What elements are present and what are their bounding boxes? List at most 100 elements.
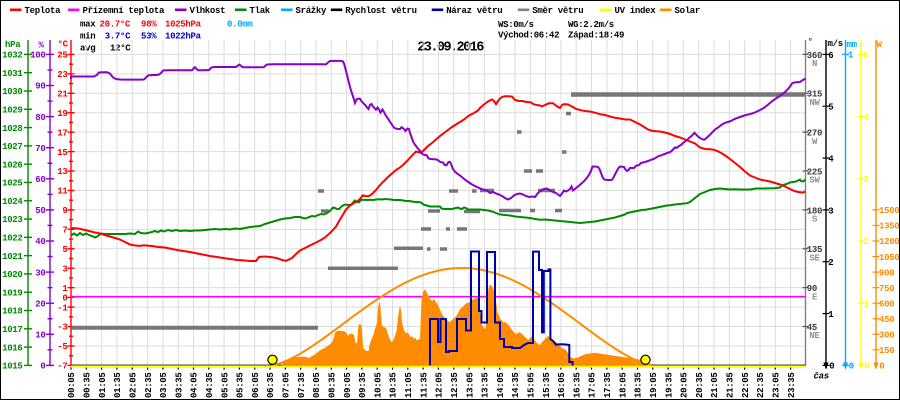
svg-text:06:35: 06:35 (266, 372, 276, 398)
svg-text:135: 135 (807, 245, 822, 255)
svg-text:hPa: hPa (5, 40, 21, 50)
svg-text:1020: 1020 (2, 270, 22, 280)
svg-text:1025: 1025 (2, 179, 22, 189)
svg-text:03:05: 03:05 (159, 372, 169, 398)
svg-text:600: 600 (879, 299, 894, 309)
svg-text:N: N (812, 59, 817, 69)
svg-text:23:05: 23:05 (772, 372, 782, 398)
svg-text:21: 21 (57, 89, 68, 99)
svg-text:17: 17 (57, 128, 67, 138)
svg-text:20:05: 20:05 (680, 372, 690, 398)
svg-text:1030: 1030 (2, 87, 22, 97)
svg-text:Teplota: Teplota (25, 6, 62, 16)
svg-text:12:05: 12:05 (435, 372, 445, 398)
svg-text:19:35: 19:35 (664, 372, 674, 398)
svg-text:Vlhkost: Vlhkost (190, 6, 226, 16)
svg-text:0.0mm: 0.0mm (227, 19, 253, 29)
svg-text:9: 9 (62, 206, 67, 216)
svg-text:1500: 1500 (879, 206, 899, 216)
svg-text:20.7°C: 20.7°C (100, 19, 132, 29)
svg-text:01:05: 01:05 (98, 372, 108, 398)
svg-text:1016: 1016 (2, 343, 22, 353)
svg-text:17:35: 17:35 (603, 372, 613, 398)
svg-text:900: 900 (879, 268, 894, 278)
svg-text:80: 80 (35, 113, 45, 123)
svg-text:NE: NE (809, 331, 820, 341)
svg-text:12°C: 12°C (110, 43, 131, 53)
svg-text:360: 360 (807, 51, 822, 61)
svg-text:01:35: 01:35 (113, 372, 123, 398)
svg-text:1026: 1026 (2, 160, 22, 170)
svg-text:16:05: 16:05 (557, 372, 567, 398)
svg-text:3: 3 (864, 175, 869, 185)
svg-text:40: 40 (35, 237, 45, 247)
svg-text:11:05: 11:05 (404, 372, 414, 398)
svg-text:20: 20 (35, 299, 45, 309)
svg-text:S: S (812, 215, 818, 225)
svg-text:315: 315 (807, 90, 822, 100)
svg-text:14:35: 14:35 (511, 372, 521, 398)
svg-text:°C: °C (58, 40, 69, 50)
svg-text:12:35: 12:35 (450, 372, 460, 398)
svg-text:4: 4 (828, 154, 834, 164)
svg-text:-1: -1 (57, 303, 68, 313)
svg-text:11: 11 (57, 187, 68, 197)
svg-text:-7: -7 (57, 362, 67, 372)
svg-text:13:35: 13:35 (481, 372, 491, 398)
svg-text:300: 300 (879, 331, 894, 341)
svg-text:10:35: 10:35 (389, 372, 399, 398)
svg-text:21:35: 21:35 (726, 372, 736, 398)
svg-text:25: 25 (57, 51, 67, 61)
svg-text:Srážky: Srážky (296, 6, 328, 16)
svg-text:Náraz větru: Náraz větru (446, 6, 502, 16)
svg-text:00:05: 00:05 (67, 372, 77, 398)
svg-text:13: 13 (57, 167, 67, 177)
svg-text:1: 1 (62, 284, 68, 294)
svg-text:1028: 1028 (2, 124, 22, 134)
svg-text:150: 150 (879, 346, 894, 356)
svg-text:270: 270 (807, 129, 822, 139)
svg-text:6: 6 (828, 51, 833, 61)
svg-text:1: 1 (828, 310, 834, 320)
svg-text:90: 90 (35, 82, 45, 92)
svg-text:22:35: 22:35 (756, 372, 766, 398)
svg-text:čas: čas (814, 372, 829, 382)
svg-text:03:35: 03:35 (174, 372, 184, 398)
svg-text:Rychlost větru: Rychlost větru (345, 6, 416, 16)
svg-text:1018: 1018 (2, 307, 22, 317)
svg-text:Směr větru: Směr větru (532, 6, 583, 16)
svg-text:10: 10 (35, 331, 45, 341)
svg-text:W: W (877, 40, 883, 50)
svg-text:90: 90 (807, 284, 817, 294)
svg-text:m/s: m/s (828, 39, 843, 49)
svg-text:50: 50 (35, 206, 45, 216)
svg-text:max: max (80, 19, 96, 29)
svg-text:1015: 1015 (2, 362, 22, 372)
svg-text:04:35: 04:35 (205, 372, 215, 398)
svg-text:09:05: 09:05 (343, 372, 353, 398)
svg-text:4: 4 (864, 113, 870, 123)
svg-text:08:05: 08:05 (312, 372, 322, 398)
svg-text:5: 5 (62, 245, 67, 255)
svg-text:07:35: 07:35 (297, 372, 307, 398)
svg-text:%: % (39, 41, 45, 51)
svg-text:Východ:06:42: Východ:06:42 (498, 30, 559, 40)
svg-text:05:05: 05:05 (220, 372, 230, 398)
svg-text:45: 45 (807, 323, 817, 333)
svg-text:100: 100 (30, 51, 45, 61)
svg-text:22:05: 22:05 (741, 372, 751, 398)
svg-text:13:05: 13:05 (465, 372, 475, 398)
svg-text:14:05: 14:05 (496, 372, 506, 398)
svg-text:0: 0 (879, 361, 884, 371)
svg-text:avg: avg (80, 43, 95, 53)
svg-text:07:05: 07:05 (282, 372, 292, 398)
svg-text:°: ° (808, 37, 813, 47)
svg-text:19:05: 19:05 (649, 372, 659, 398)
svg-text:18:05: 18:05 (618, 372, 628, 398)
svg-text:180: 180 (807, 206, 822, 216)
svg-text:1050: 1050 (879, 253, 899, 263)
svg-text:-5: -5 (57, 342, 67, 352)
svg-text:1017: 1017 (2, 325, 22, 335)
svg-text:15: 15 (57, 148, 67, 158)
svg-text:70: 70 (35, 144, 45, 154)
